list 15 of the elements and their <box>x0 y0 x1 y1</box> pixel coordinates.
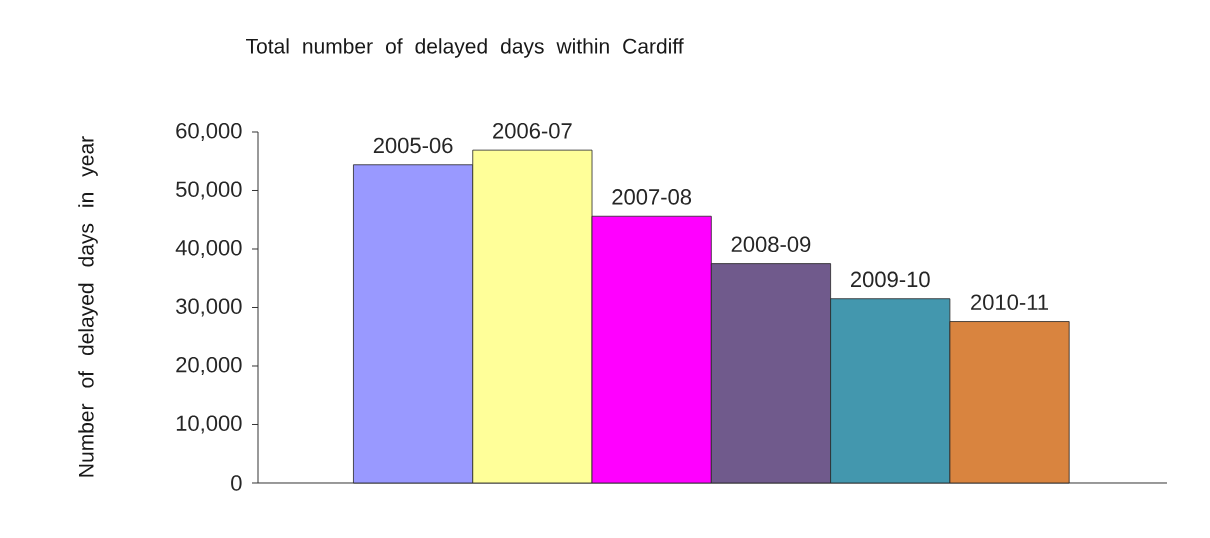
x-tick-label: 2010-11 <box>971 294 1049 310</box>
y-tick-label: 30,000 <box>176 298 242 317</box>
x-tick-label: 2007-08 <box>612 189 692 205</box>
x-tick-label: 2008-09 <box>731 236 811 253</box>
x-tick-label: 2005-06 <box>373 137 453 154</box>
y-tick-label: 40,000 <box>175 239 242 259</box>
y-tick-label: 60,000 <box>176 122 242 142</box>
x-tick-label: 2006-07 <box>493 123 572 139</box>
y-tick-label: 20,000 <box>176 356 242 376</box>
chart-title: Total number of delayed days within Cardiff <box>246 38 684 58</box>
y-tick-label: 0 <box>231 475 242 491</box>
y-axis-title: Number of delayed days in year <box>78 136 98 477</box>
y-tick-label: 50,000 <box>176 181 242 200</box>
x-tick-label: 2009-10 <box>850 271 930 288</box>
y-tick-label: 10,000 <box>176 415 242 434</box>
